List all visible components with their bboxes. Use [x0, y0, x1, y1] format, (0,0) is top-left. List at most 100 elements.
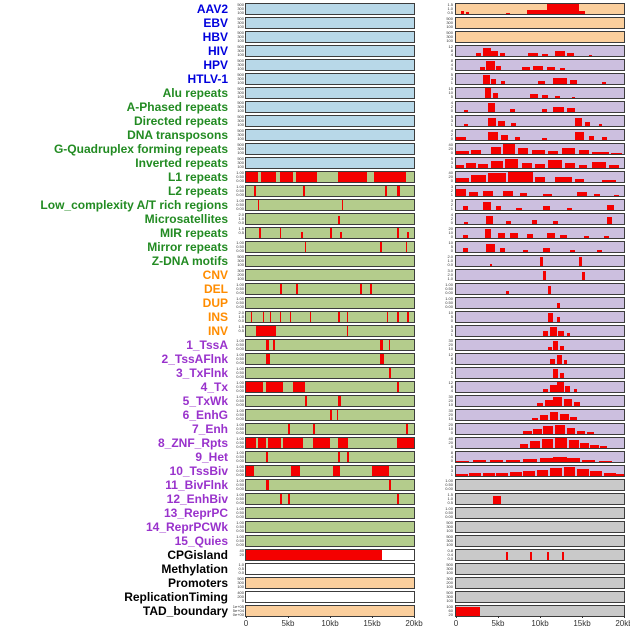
y-tick-label: 0.5 [238, 328, 244, 333]
data-bar [469, 473, 482, 476]
track-panel-right [455, 451, 625, 463]
y-axis-ticks-left: 1.00 0.50 0.00 [229, 437, 244, 449]
track-row: 11_BivFlnk 1.00 0.50 0.00 1.00 0.50 0.00 [0, 478, 630, 492]
data-bar [516, 207, 522, 210]
data-bar [388, 368, 392, 378]
track-row: DNA transposons 500 300 100 4 2 0 [0, 128, 630, 142]
track-panel-left [245, 311, 415, 323]
data-bar [560, 346, 564, 350]
data-bar [566, 108, 576, 112]
y-tick-label: 1.00 [236, 381, 244, 385]
y-tick-label: 3 [450, 468, 453, 473]
track-panel-left [245, 227, 415, 239]
x-tick-mark [624, 616, 625, 618]
y-tick-label: 500 [446, 535, 453, 539]
row-label: 3_TxFlnk [175, 366, 228, 380]
y-tick-label: 0.50 [236, 426, 244, 431]
y-tick-label: 1.00 [236, 521, 244, 525]
track-panel-left [245, 507, 415, 519]
y-tick-label: 300 [237, 62, 244, 67]
row-label: DNA transposons [127, 128, 228, 142]
y-axis-ticks-left: 1.00 0.50 0.00 [229, 423, 244, 435]
track-panel-left [245, 381, 415, 393]
track-row: 8_ZNF_Rpts 1.00 0.50 0.00 40 20 0 [0, 436, 630, 450]
data-bar [482, 190, 493, 196]
data-bar [262, 312, 265, 322]
y-tick-label: 300 [446, 524, 453, 529]
data-bar [565, 386, 571, 392]
data-bar [261, 172, 277, 182]
y-tick-label: 1.5 [447, 3, 453, 7]
y-axis-ticks-left: 1.00 0.50 0.00 [229, 521, 244, 533]
y-tick-label: 300 [237, 118, 244, 123]
y-axis-ticks-right: 500 300 100 [438, 535, 453, 547]
data-bar [566, 458, 581, 462]
track-row: CPGisland 40 20 0.8 0.4 0.0 [0, 548, 630, 562]
data-bar [566, 208, 572, 210]
y-tick-label: 500 [446, 591, 453, 595]
data-bar [496, 65, 502, 70]
y-tick-label: 20 [448, 146, 453, 151]
y-axis-ticks-right: 100 60 20 [438, 605, 453, 617]
track-panel-right [455, 325, 625, 337]
data-bar [598, 124, 603, 126]
x-tick-label: 10kb [321, 619, 339, 628]
row-label: MIR repeats [159, 226, 228, 240]
y-tick-label: 2.0 [238, 213, 244, 217]
data-bar [407, 312, 409, 322]
y-tick-label: 500 [237, 115, 244, 119]
y-tick-label: 0.50 [236, 356, 244, 361]
y-tick-label: 0.50 [236, 524, 244, 529]
data-bar [526, 234, 534, 238]
y-tick-label: 8 [450, 384, 453, 389]
track-panel-right [455, 521, 625, 533]
y-tick-label: 100 [446, 38, 453, 43]
data-bar [607, 205, 614, 210]
track-row: DUP 1.00 0.50 0.00 1.00 0.50 0.00 [0, 296, 630, 310]
y-tick-label: 2 [450, 104, 453, 109]
y-axis-ticks-left: 500 300 100 [229, 3, 244, 15]
data-bar [279, 284, 282, 294]
data-bar [456, 473, 468, 476]
row-label: TAD_boundary [142, 604, 228, 618]
y-tick-label: 300 [237, 20, 244, 25]
data-bar [523, 431, 532, 434]
y-tick-label: 100 [237, 52, 244, 57]
y-tick-label: 5 [450, 325, 453, 329]
data-bar [246, 550, 383, 560]
y-tick-label: 0.00 [236, 430, 244, 435]
data-bar [538, 80, 546, 84]
y-tick-label: 100 [446, 605, 453, 609]
y-tick-label: 1.00 [236, 241, 244, 245]
y-tick-label: 12 [448, 45, 453, 49]
track-panel-right [455, 339, 625, 351]
y-tick-label: 1.00 [236, 297, 244, 301]
data-bar [289, 312, 292, 322]
data-bar [341, 200, 344, 210]
data-bar [338, 216, 341, 224]
y-tick-label: 0.0 [447, 262, 453, 267]
y-tick-label: 0.00 [236, 192, 244, 197]
data-bar [471, 149, 482, 154]
data-bar [561, 552, 564, 560]
y-tick-label: 0.50 [236, 384, 244, 389]
track-row: HTLV-1 500 300 100 5 3 1 [0, 72, 630, 86]
data-bar [397, 312, 399, 322]
track-row: HIV50030010012840 [0, 44, 630, 58]
data-bar [456, 136, 467, 140]
y-axis-ticks-left: 1.00 0.50 0.00 [229, 283, 244, 295]
data-bar [573, 389, 577, 392]
y-tick-label: 0 [450, 108, 453, 113]
y-tick-label: 500 [237, 87, 244, 91]
data-bar [603, 472, 616, 476]
data-bar [288, 424, 291, 434]
y-axis-ticks-right: 20 10 0 [438, 423, 453, 435]
y-tick-label: 5 [450, 314, 453, 319]
data-bar [590, 470, 603, 476]
y-tick-label: 0.00 [445, 304, 453, 309]
data-bar [489, 264, 493, 266]
